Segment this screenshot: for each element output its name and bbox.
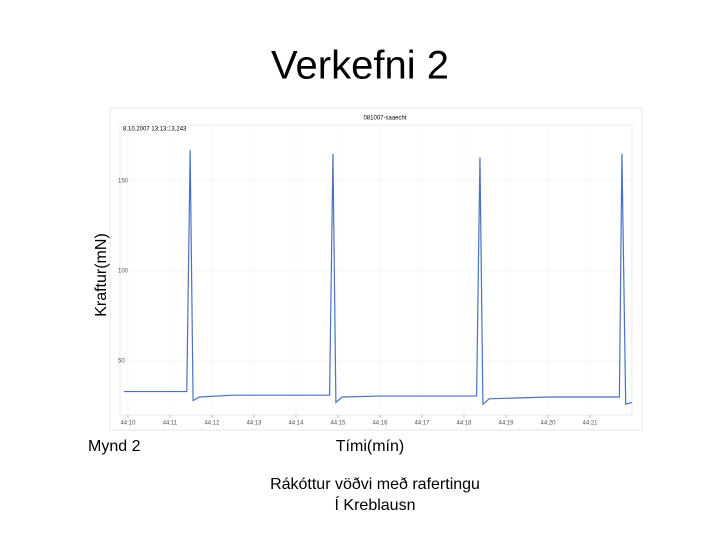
x-tick-label: 44:17 [414,421,430,427]
figure-label: Mynd 2 [88,438,141,455]
plot: 50 100 150 44:10 44:11 44:12 44:13 44:14 44:15 44… [118,125,633,427]
caption-line: Rákóttur vöðvi með rafertingu [270,476,480,493]
chart-title: 081007-saaecht [363,116,406,122]
data-line [123,150,633,406]
slide-title: Verkefni 2 [271,44,449,88]
y-tick-label: 150 [118,178,129,184]
y-tick-label: 100 [118,268,129,274]
x-tick-label: 44:14 [288,421,304,427]
x-tick-label: 44:18 [456,421,472,427]
chart-subtitle: 8.10.2007 13:13:13,243 [123,127,187,133]
x-tick-label: 44:11 [163,421,178,427]
x-axis-label: Tími(mín) [336,438,404,455]
x-tick-label: 44:10 [120,421,136,427]
x-tick-label: 44:19 [498,421,514,427]
x-tick-label: 44:15 [330,421,346,427]
x-tick-label: 44:13 [246,421,262,427]
x-tick-label: 44:21 [582,421,598,427]
caption-line: Í Kreblausn [335,495,416,514]
y-axis-label: Kraftur(mN) [93,233,110,317]
x-tick-label: 44:20 [540,421,556,427]
plot-area [119,124,633,416]
x-tick-label: 44:12 [204,421,220,427]
x-tick-label: 44:16 [372,421,388,427]
y-tick-label: 50 [118,359,125,365]
